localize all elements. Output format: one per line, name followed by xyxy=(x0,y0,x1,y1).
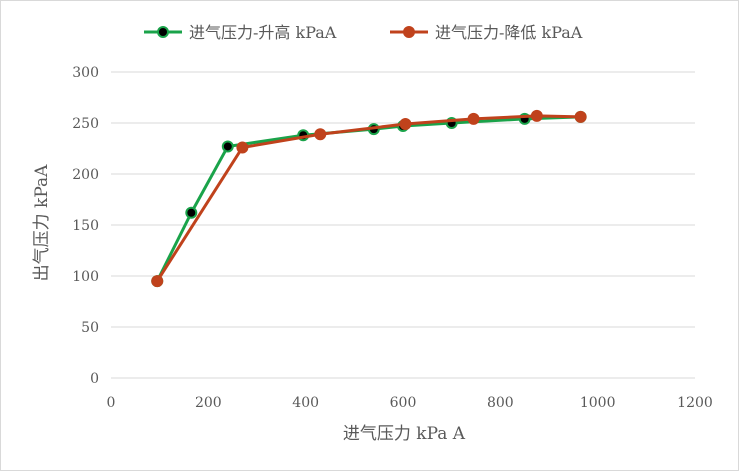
y-tick-label: 100 xyxy=(72,269,99,285)
series-2-point xyxy=(574,110,587,123)
x-tick-label: 200 xyxy=(195,395,222,411)
series-2-point xyxy=(530,109,543,122)
y-tick-label: 200 xyxy=(72,167,99,183)
x-tick-label: 400 xyxy=(292,395,319,411)
y-tick-label: 50 xyxy=(81,320,99,336)
grid xyxy=(111,71,695,379)
legend-label-series-2: 进气压力-降低 kPaA xyxy=(435,23,583,42)
x-tick-label: 600 xyxy=(390,395,417,411)
x-tick-label: 1000 xyxy=(580,395,616,411)
y-tick-label: 300 xyxy=(72,65,99,81)
series-1-point xyxy=(221,140,234,153)
y-tick-label: 0 xyxy=(90,371,99,387)
series-2-point xyxy=(151,275,164,288)
series-2-point xyxy=(236,141,249,154)
legend-item-series-1: 进气压力-升高 kPaA xyxy=(144,23,337,42)
legend: 进气压力-升高 kPaA 进气压力-降低 kPaA xyxy=(144,23,583,42)
y-tick-label: 250 xyxy=(72,116,99,132)
legend-item-series-2: 进气压力-降低 kPaA xyxy=(390,23,583,42)
legend-marker-series-1 xyxy=(157,26,169,38)
series-2-point xyxy=(467,112,480,125)
x-tick-label: 1200 xyxy=(677,395,713,411)
y-axis-title: 出气压力 kPaA xyxy=(32,164,52,282)
legend-marker-series-2 xyxy=(403,26,415,38)
x-tick-label: 800 xyxy=(487,395,514,411)
axes: 0 50 100 150 200 250 300 0 200 400 600 800 1000 1200 xyxy=(72,65,713,411)
x-axis-title: 进气压力 kPa A xyxy=(343,424,466,444)
series-1-point xyxy=(185,206,198,219)
data-series xyxy=(151,109,587,288)
x-tick-label: 0 xyxy=(107,395,116,411)
y-tick-label: 150 xyxy=(72,218,99,234)
series-2-point xyxy=(399,118,412,131)
series-2-point xyxy=(314,128,327,141)
legend-label-series-1: 进气压力-升高 kPaA xyxy=(189,23,337,42)
series-line-1 xyxy=(155,115,583,283)
series-line-2 xyxy=(155,114,583,283)
